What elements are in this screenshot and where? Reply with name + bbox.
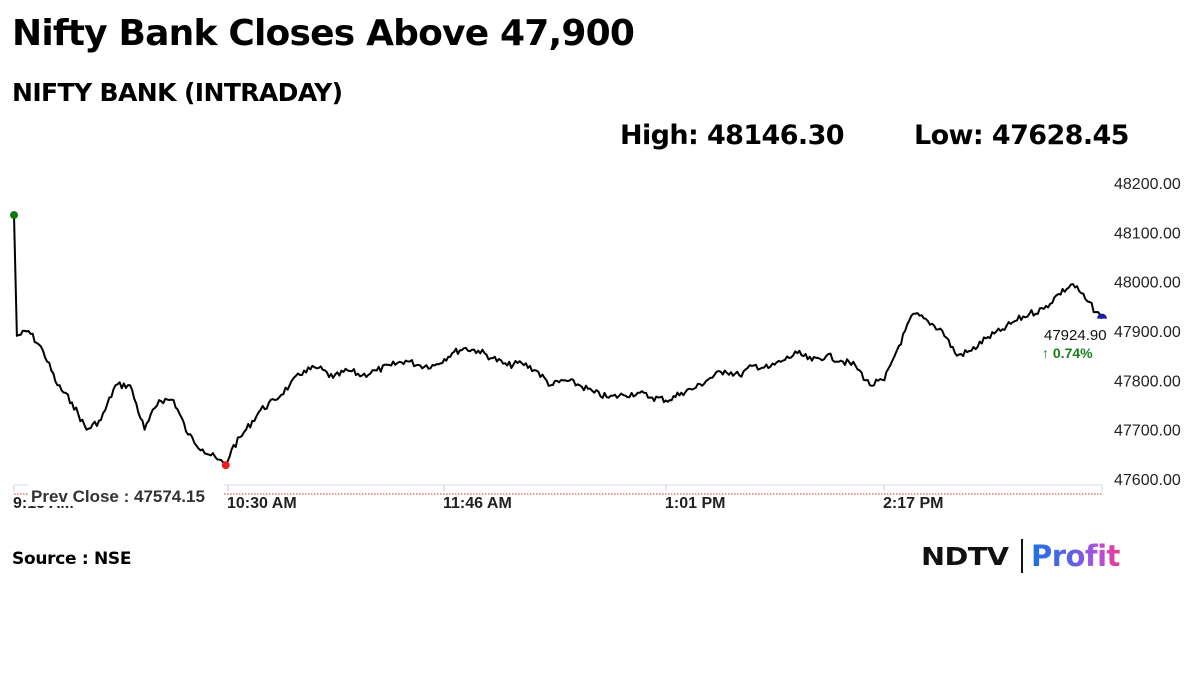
y-tick-label: 47900.00 xyxy=(1114,324,1181,341)
intraday-chart: 48200.00 48100.00 48000.00 47900.00 47800.00… xyxy=(10,176,1181,512)
chart-subtitle: NIFTY BANK (INTRADAY) xyxy=(12,78,343,107)
y-tick-label: 48100.00 xyxy=(1114,225,1181,242)
logo-profit: Profit xyxy=(1031,539,1120,573)
y-tick-label: 48200.00 xyxy=(1114,176,1181,193)
up-arrow-icon: ↑ xyxy=(1042,345,1053,361)
y-tick-label: 47600.00 xyxy=(1114,472,1181,489)
x-tick-marks xyxy=(13,485,1103,491)
x-tick-label: 10:30 AM xyxy=(227,495,297,512)
headline: Nifty Bank Closes Above 47,900 xyxy=(12,13,635,54)
logo-ndtv: NDTV xyxy=(921,541,1009,571)
price-line xyxy=(13,215,1103,467)
y-axis-ticks: 48200.00 48100.00 48000.00 47900.00 47800.00… xyxy=(1114,176,1181,489)
y-tick-label: 48000.00 xyxy=(1114,275,1181,292)
x-tick-label: 11:46 AM xyxy=(443,495,512,512)
day-high: High: 48146.30 xyxy=(620,120,845,151)
y-tick-label: 47700.00 xyxy=(1114,423,1181,440)
y-tick-label: 47800.00 xyxy=(1114,373,1181,390)
last-price: 47924.90 xyxy=(1044,327,1107,344)
low-marker xyxy=(221,461,230,470)
last-change: ↑ 0.74% xyxy=(1042,345,1093,361)
x-tick-label: 1:01 PM xyxy=(665,495,725,512)
source-note: Source : NSE xyxy=(12,549,132,569)
x-tick-label: 2:17 PM xyxy=(883,495,943,512)
ndtv-profit-logo: NDTV Profit xyxy=(921,536,1120,576)
logo-divider xyxy=(1021,539,1023,573)
prev-close-label-bg xyxy=(28,482,224,506)
day-low: Low: 47628.45 xyxy=(914,120,1129,151)
close-marker xyxy=(1097,313,1107,319)
open-marker xyxy=(10,211,18,220)
prev-close-label: Prev Close : 47574.15 xyxy=(31,487,205,506)
